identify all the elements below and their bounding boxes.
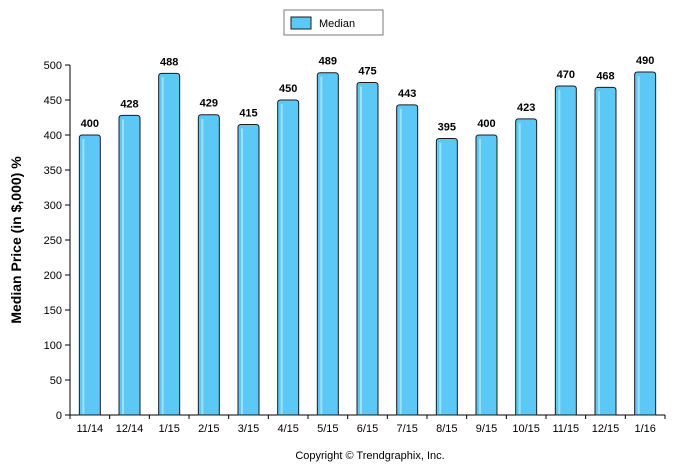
y-tick-label: 100: [44, 340, 62, 352]
y-axis: 0 50 100 150 200 250 300 350 400 450 500: [44, 60, 71, 422]
legend-label-median: Median: [319, 18, 355, 30]
x-tick-label: 1/15: [158, 423, 179, 435]
data-label: 400: [477, 118, 495, 130]
x-axis: 11/14 12/14 1/15 2/15 3/15 4/15 5/15 6/15 7/15 8/…: [69, 414, 666, 435]
bar-10-15: [515, 118, 538, 416]
bar-12-15: [594, 86, 617, 416]
data-label: 400: [81, 118, 99, 130]
data-label: 443: [398, 88, 416, 100]
y-tick-label: 500: [44, 60, 62, 72]
y-tick-label: 350: [44, 165, 62, 177]
bar-7-15: [396, 104, 419, 416]
data-label: 423: [517, 102, 535, 114]
bars: [78, 71, 657, 416]
data-label: 415: [239, 108, 257, 120]
bar-12-14: [118, 114, 141, 416]
data-label: 468: [596, 70, 614, 82]
x-tick-label: 11/15: [552, 423, 579, 435]
y-tick-label: 200: [44, 270, 62, 282]
data-label: 490: [636, 55, 654, 67]
y-tick-label: 50: [50, 375, 62, 387]
data-label: 450: [279, 83, 297, 95]
data-label: 470: [557, 69, 575, 81]
bar-2-15: [197, 114, 220, 416]
x-tick-label: 12/15: [592, 423, 620, 435]
data-label: 395: [438, 122, 456, 134]
bar-4-15: [277, 99, 300, 416]
legend: Median: [283, 9, 384, 36]
x-tick-label: 3/15: [238, 423, 259, 435]
y-tick-label: 400: [44, 130, 62, 142]
bar-11-14: [78, 134, 101, 416]
y-tick-label: 300: [44, 200, 62, 212]
bar-9-15: [475, 134, 498, 416]
bar-1-15: [158, 72, 181, 416]
data-label: 428: [120, 98, 138, 110]
y-tick-label: 450: [44, 95, 62, 107]
data-label: 429: [200, 98, 218, 110]
copyright-text: Copyright © Trendgraphix, Inc.: [295, 450, 444, 462]
x-tick-label: 10/15: [512, 423, 540, 435]
bar-8-15: [435, 138, 458, 416]
bar-11-15: [554, 85, 577, 416]
x-tick-label: 4/15: [277, 423, 298, 435]
bar-6-15: [356, 82, 379, 416]
data-label: 488: [160, 56, 178, 68]
y-tick-label: 0: [56, 410, 62, 422]
y-tick-label: 150: [44, 305, 62, 317]
data-label: 475: [358, 66, 376, 78]
x-tick-label: 2/15: [198, 423, 219, 435]
x-tick-label: 8/15: [436, 423, 457, 435]
x-tick-label: 11/14: [76, 423, 103, 435]
x-tick-label: 7/15: [396, 423, 417, 435]
bar-1-16: [634, 71, 657, 416]
data-labels: 400 428 488 429 415 450 489 475 443 395 400 423 470 4…: [81, 55, 655, 134]
y-tick-label: 250: [44, 235, 62, 247]
x-tick-label: 6/15: [357, 423, 378, 435]
x-tick-label: 9/15: [476, 423, 497, 435]
legend-swatch: [290, 16, 312, 30]
x-tick-label: 5/15: [317, 423, 338, 435]
bar-3-15: [237, 124, 260, 416]
y-axis-title: Median Price (in $,000) %: [8, 156, 24, 324]
x-tick-label: 12/14: [116, 423, 144, 435]
bar-5-15: [316, 72, 339, 416]
data-label: 489: [319, 56, 337, 68]
x-tick-label: 1/16: [634, 423, 655, 435]
